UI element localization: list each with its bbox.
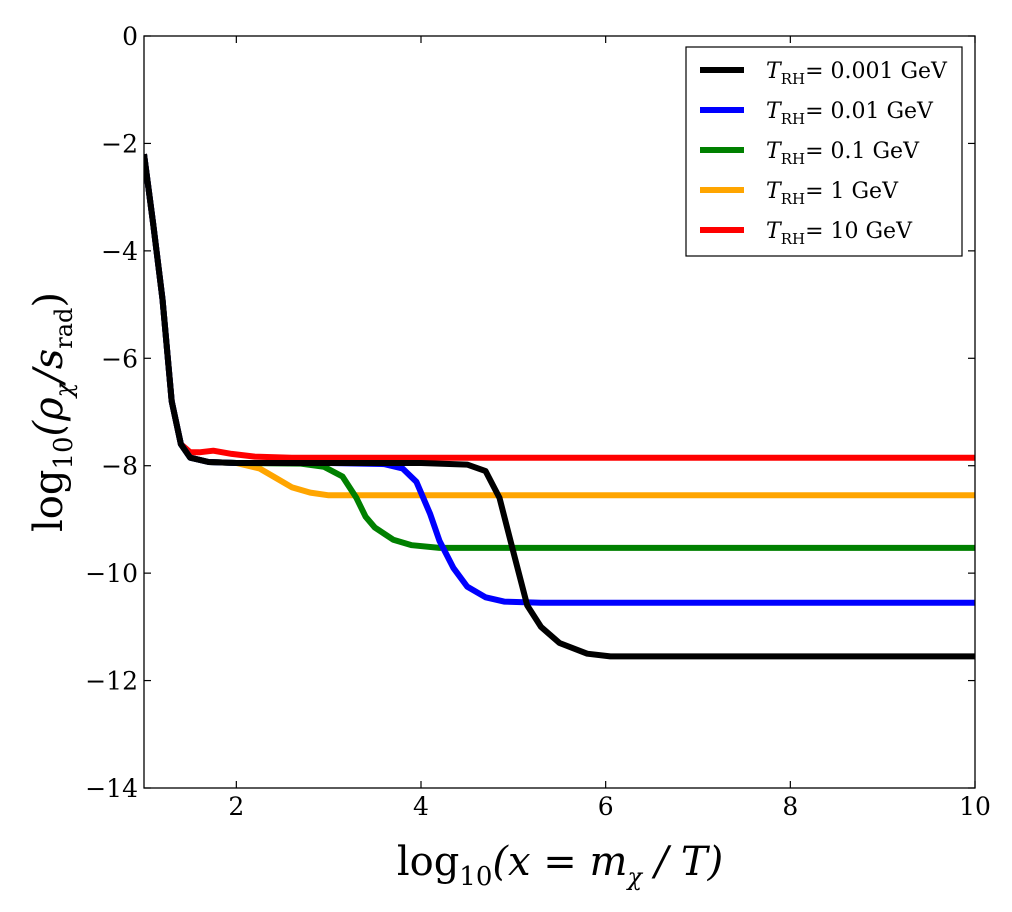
y-tick-label: −8 bbox=[101, 452, 138, 481]
x-tick-label: 4 bbox=[413, 792, 429, 821]
y-tick-label: −2 bbox=[101, 129, 138, 158]
legend-items: TRH= 0.001 GeV TRH= 0.01 GeV TRH= 0.1 GeV T… bbox=[700, 59, 948, 248]
legend-label-2: TRH= 0.1 GeV bbox=[766, 139, 920, 168]
y-tick-label: −10 bbox=[85, 559, 138, 588]
legend-label-4: TRH= 10 GeV bbox=[766, 219, 913, 248]
x-axis-title: log10(x = mχ / T) bbox=[397, 839, 723, 892]
plot-frame bbox=[143, 35, 976, 789]
y-tick-label: −12 bbox=[85, 667, 138, 696]
legend: TRH= 0.001 GeV TRH= 0.01 GeV TRH= 0.1 GeV T… bbox=[685, 46, 963, 257]
legend-label-3: TRH= 1 GeV bbox=[766, 179, 899, 208]
legend-label-0: TRH= 0.001 GeV bbox=[766, 59, 948, 88]
y-tick-label: −6 bbox=[101, 344, 138, 373]
y-tick-label: −14 bbox=[85, 774, 138, 803]
x-tick-label: 6 bbox=[598, 792, 614, 821]
y-axis-title: log10(ρχ/srad) bbox=[26, 292, 79, 532]
x-tick-label: 10 bbox=[959, 792, 991, 821]
axis-ticks: 2 4 6 8 10 0 −2 −4 −6 −8 −10 −12 −14 bbox=[85, 22, 991, 821]
legend-label-1: TRH= 0.01 GeV bbox=[766, 99, 934, 128]
y-tick-label: 0 bbox=[122, 22, 138, 51]
x-tick-label: 8 bbox=[782, 792, 798, 821]
x-tick-label: 2 bbox=[228, 792, 244, 821]
y-tick-label: −4 bbox=[101, 237, 138, 266]
series-lines bbox=[144, 153, 975, 660]
series-line-0 bbox=[144, 153, 975, 660]
